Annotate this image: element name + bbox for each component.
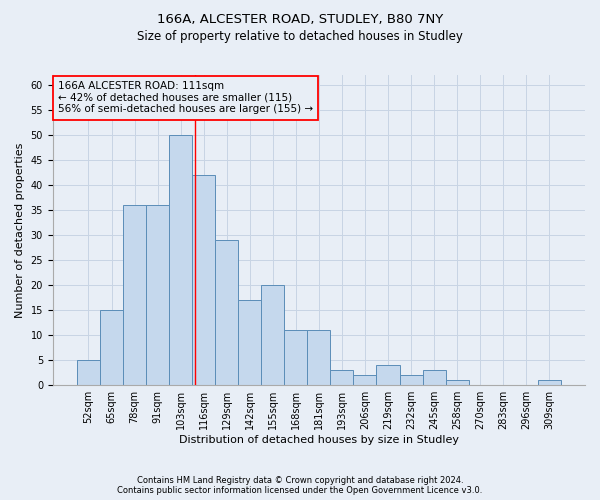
Bar (77, 360, 100, 385)
Bar (331, 370, 353, 385)
Bar (215, 240, 238, 385)
Y-axis label: Number of detached properties: Number of detached properties (15, 142, 25, 318)
Bar (376, 365, 400, 385)
Bar (400, 375, 422, 385)
Bar (146, 205, 169, 385)
Bar (307, 330, 331, 385)
Bar (422, 370, 446, 385)
Bar (261, 285, 284, 385)
Text: Size of property relative to detached houses in Studley: Size of property relative to detached ho… (137, 30, 463, 43)
Text: 166A, ALCESTER ROAD, STUDLEY, B80 7NY: 166A, ALCESTER ROAD, STUDLEY, B80 7NY (157, 12, 443, 26)
Bar (123, 205, 146, 385)
Bar (238, 300, 261, 385)
Bar (284, 330, 307, 385)
Bar (100, 310, 123, 385)
Bar (446, 380, 469, 385)
Text: Contains HM Land Registry data © Crown copyright and database right 2024.: Contains HM Land Registry data © Crown c… (137, 476, 463, 485)
Bar (169, 135, 192, 385)
X-axis label: Distribution of detached houses by size in Studley: Distribution of detached houses by size … (179, 435, 459, 445)
Bar (353, 375, 376, 385)
Bar (538, 380, 561, 385)
Text: Contains public sector information licensed under the Open Government Licence v3: Contains public sector information licen… (118, 486, 482, 495)
Bar (192, 175, 215, 385)
Text: 166A ALCESTER ROAD: 111sqm
← 42% of detached houses are smaller (115)
56% of sem: 166A ALCESTER ROAD: 111sqm ← 42% of deta… (58, 81, 313, 114)
